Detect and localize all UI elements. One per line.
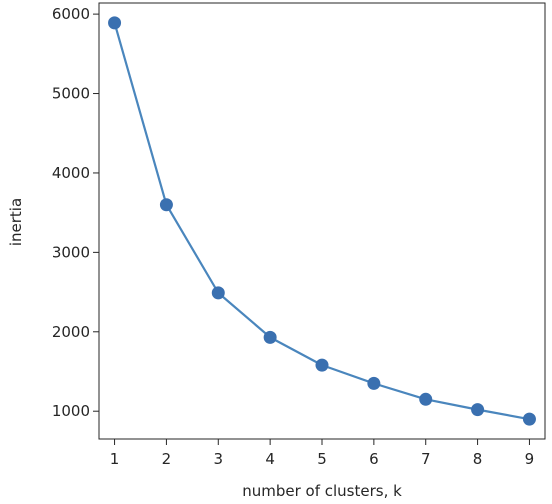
- y-axis-label: inertia: [7, 198, 25, 246]
- x-axis-label: number of clusters, k: [242, 482, 402, 500]
- y-tick-label: 1000: [52, 402, 90, 420]
- data-point: [211, 286, 225, 300]
- x-tick-label: 4: [265, 450, 275, 468]
- x-tick-label: 5: [317, 450, 327, 468]
- data-point: [159, 198, 173, 212]
- ticks-layer: 1 2 3 4 5 6 7 8 9 1000 2000 3000 4000 5000 6000: [52, 5, 534, 468]
- x-tick-label: 6: [369, 450, 379, 468]
- y-tick-label: 5000: [52, 85, 90, 103]
- y-tick-label: 6000: [52, 5, 90, 23]
- data-point: [522, 412, 536, 426]
- x-tick-label: 7: [421, 450, 431, 468]
- y-tick-label: 3000: [52, 243, 90, 261]
- series-layer: [108, 16, 536, 426]
- plot-area: [98, 2, 546, 440]
- data-point: [419, 392, 433, 406]
- data-point: [263, 330, 277, 344]
- x-tick-label: 8: [473, 450, 483, 468]
- y-tick-label: 2000: [52, 323, 90, 341]
- data-point: [367, 376, 381, 390]
- x-tick-label: 1: [110, 450, 120, 468]
- data-point: [315, 358, 329, 372]
- x-tick-label: 9: [525, 450, 535, 468]
- data-point: [471, 403, 485, 417]
- y-tick-label: 4000: [52, 164, 90, 182]
- x-tick-label: 2: [162, 450, 172, 468]
- data-point: [108, 16, 122, 30]
- x-tick-label: 3: [214, 450, 224, 468]
